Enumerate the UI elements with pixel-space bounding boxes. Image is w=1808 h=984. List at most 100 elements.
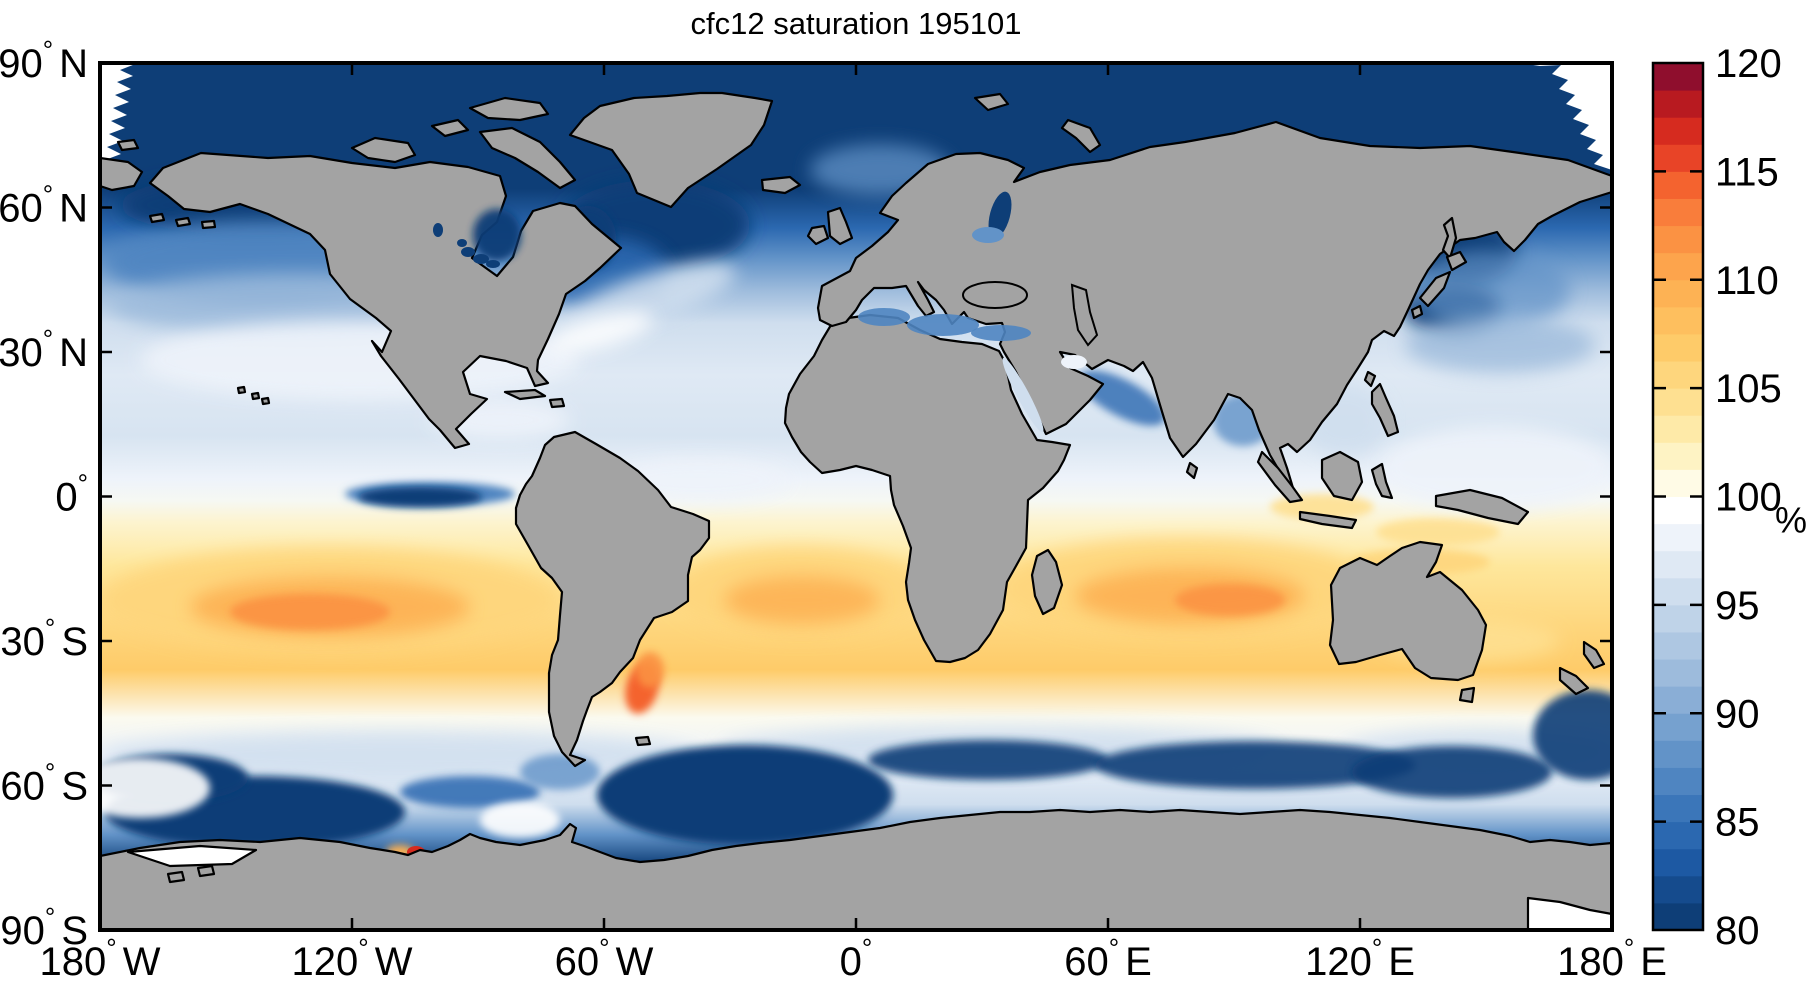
island-great-britain (826, 206, 854, 246)
plot-title: cfc12 saturation 195101 (691, 6, 1022, 41)
ocean-anomaly-blob (971, 325, 1031, 341)
ocean-anomaly-blob (1405, 317, 1595, 373)
island-java (1298, 510, 1358, 530)
ocean-anomaly-blob (1175, 584, 1285, 616)
inland-and-marginal-seas (126, 191, 1612, 930)
colorbar-band (1653, 89, 1703, 118)
colorbar: 80 85 90 95 100 105 110 115 120% (1651, 42, 1807, 953)
ocean-anomaly-blob (1376, 518, 1500, 546)
no-data-sawtooth (100, 63, 1612, 176)
colorbar-tick-label: 85 (1715, 801, 1760, 845)
x-tick-label: 120° W (292, 933, 413, 984)
island-sulawesi (1370, 462, 1394, 500)
ocean-anomaly-blob (1352, 746, 1552, 798)
y-tick-label: 60° S (0, 758, 88, 809)
ocean-anomaly-blob (1061, 355, 1087, 369)
ocean-anomaly-blob (100, 63, 138, 176)
plot-frame (98, 61, 1614, 932)
colorbar-band (1653, 794, 1703, 823)
colorbar-band (1653, 658, 1703, 687)
colorbar-band (1653, 306, 1703, 335)
island-novaya-zemlya (1060, 118, 1102, 154)
continent-north-america (148, 151, 623, 450)
islands-antarctic-coastal (166, 864, 216, 884)
colorbar-band (1653, 414, 1703, 443)
colorbar-band (1653, 712, 1703, 741)
ocean-anomaly-blob (1095, 741, 1415, 789)
antarctic-ice-shelf-ross (1526, 896, 1612, 930)
island-new-zealand-north (1582, 640, 1606, 670)
antarctic-ice-shelf-west (126, 844, 258, 868)
colorbar-band (1653, 766, 1703, 796)
x-tick-label: 120° E (1305, 933, 1415, 984)
colorbar-band (1653, 496, 1703, 525)
ocean-anomaly-blob (546, 310, 654, 354)
island-sri-lanka (1185, 461, 1199, 480)
colorbar-band (1653, 333, 1703, 362)
ocean-anomaly-blob (1533, 690, 1612, 780)
island-taiwan (1363, 370, 1377, 388)
island-new-guinea (1434, 488, 1530, 526)
colorbar-band (1653, 685, 1703, 714)
chukotka-wrap-west-edge (100, 156, 144, 192)
colorbar-band (1653, 225, 1703, 254)
y-tick-label: 30° S (0, 613, 88, 664)
colorbar-band (1653, 197, 1703, 227)
island-tasmania (1458, 686, 1476, 704)
island-wrangel (116, 138, 140, 152)
ocean-anomaly-blob (358, 487, 482, 507)
ocean-anomaly-blob (636, 652, 664, 688)
colorbar-band (1653, 821, 1703, 850)
ocean-anomaly-blob (433, 223, 443, 237)
y-tick-label: 90° N (0, 35, 88, 86)
island-svalbard (973, 92, 1010, 112)
island-greenland (568, 91, 774, 209)
ocean-anomaly-blob (1002, 357, 1044, 433)
island-sumatra (1256, 450, 1304, 504)
island-hispaniola (548, 397, 566, 409)
ocean-anomaly-blob (473, 209, 521, 261)
colorbar-band (1653, 252, 1703, 281)
colorbar-band (1653, 523, 1703, 552)
colorbar-tick-label: 100 (1715, 476, 1782, 520)
islands-philippines (1370, 382, 1400, 438)
colorbar-tick-label: 80 (1715, 909, 1760, 953)
island-ellesmere (468, 96, 550, 122)
colorbar-band (1653, 739, 1703, 768)
island-honshu (1418, 270, 1452, 308)
colorbar-tick-label: 115 (1715, 150, 1779, 194)
colorbar-band (1653, 62, 1703, 91)
ocean-anomaly-blob (457, 239, 467, 247)
colorbar-tick-label: 90 (1715, 692, 1760, 736)
colorbar-band (1653, 279, 1703, 308)
x-tick-label: 180° W (40, 933, 161, 984)
caspian-sea (1070, 283, 1099, 347)
ocean-anomaly-blob (597, 745, 893, 845)
colorbar-tick-label: 110 (1715, 259, 1779, 303)
island-kyushu (1410, 304, 1424, 320)
x-tick-label: 180° E (1557, 933, 1667, 984)
colorbar-band (1653, 360, 1703, 389)
colorbar-band (1653, 631, 1703, 660)
ocean-anomaly-blob (724, 576, 880, 624)
island-borneo (1320, 450, 1364, 502)
island-ireland (806, 224, 830, 246)
colorbar-band (1653, 468, 1703, 497)
continent-australia (1328, 540, 1488, 682)
island-arctic-small (430, 118, 470, 138)
islands-aleutian (148, 212, 217, 230)
island-madagascar (1030, 548, 1064, 616)
colorbar-band (1653, 170, 1703, 199)
island-cuba (503, 388, 547, 401)
colorbar-band (1653, 387, 1703, 416)
islands-canadian-arctic (350, 136, 417, 164)
colorbar-band (1653, 848, 1703, 877)
colorbar-band (1653, 902, 1703, 931)
y-tick-label: 0° (55, 469, 88, 520)
colorbar-band (1653, 441, 1703, 470)
ocean-anomaly-blob (480, 802, 560, 838)
ocean-anomaly-blob (988, 191, 1012, 239)
colorbar-band (1653, 577, 1703, 606)
